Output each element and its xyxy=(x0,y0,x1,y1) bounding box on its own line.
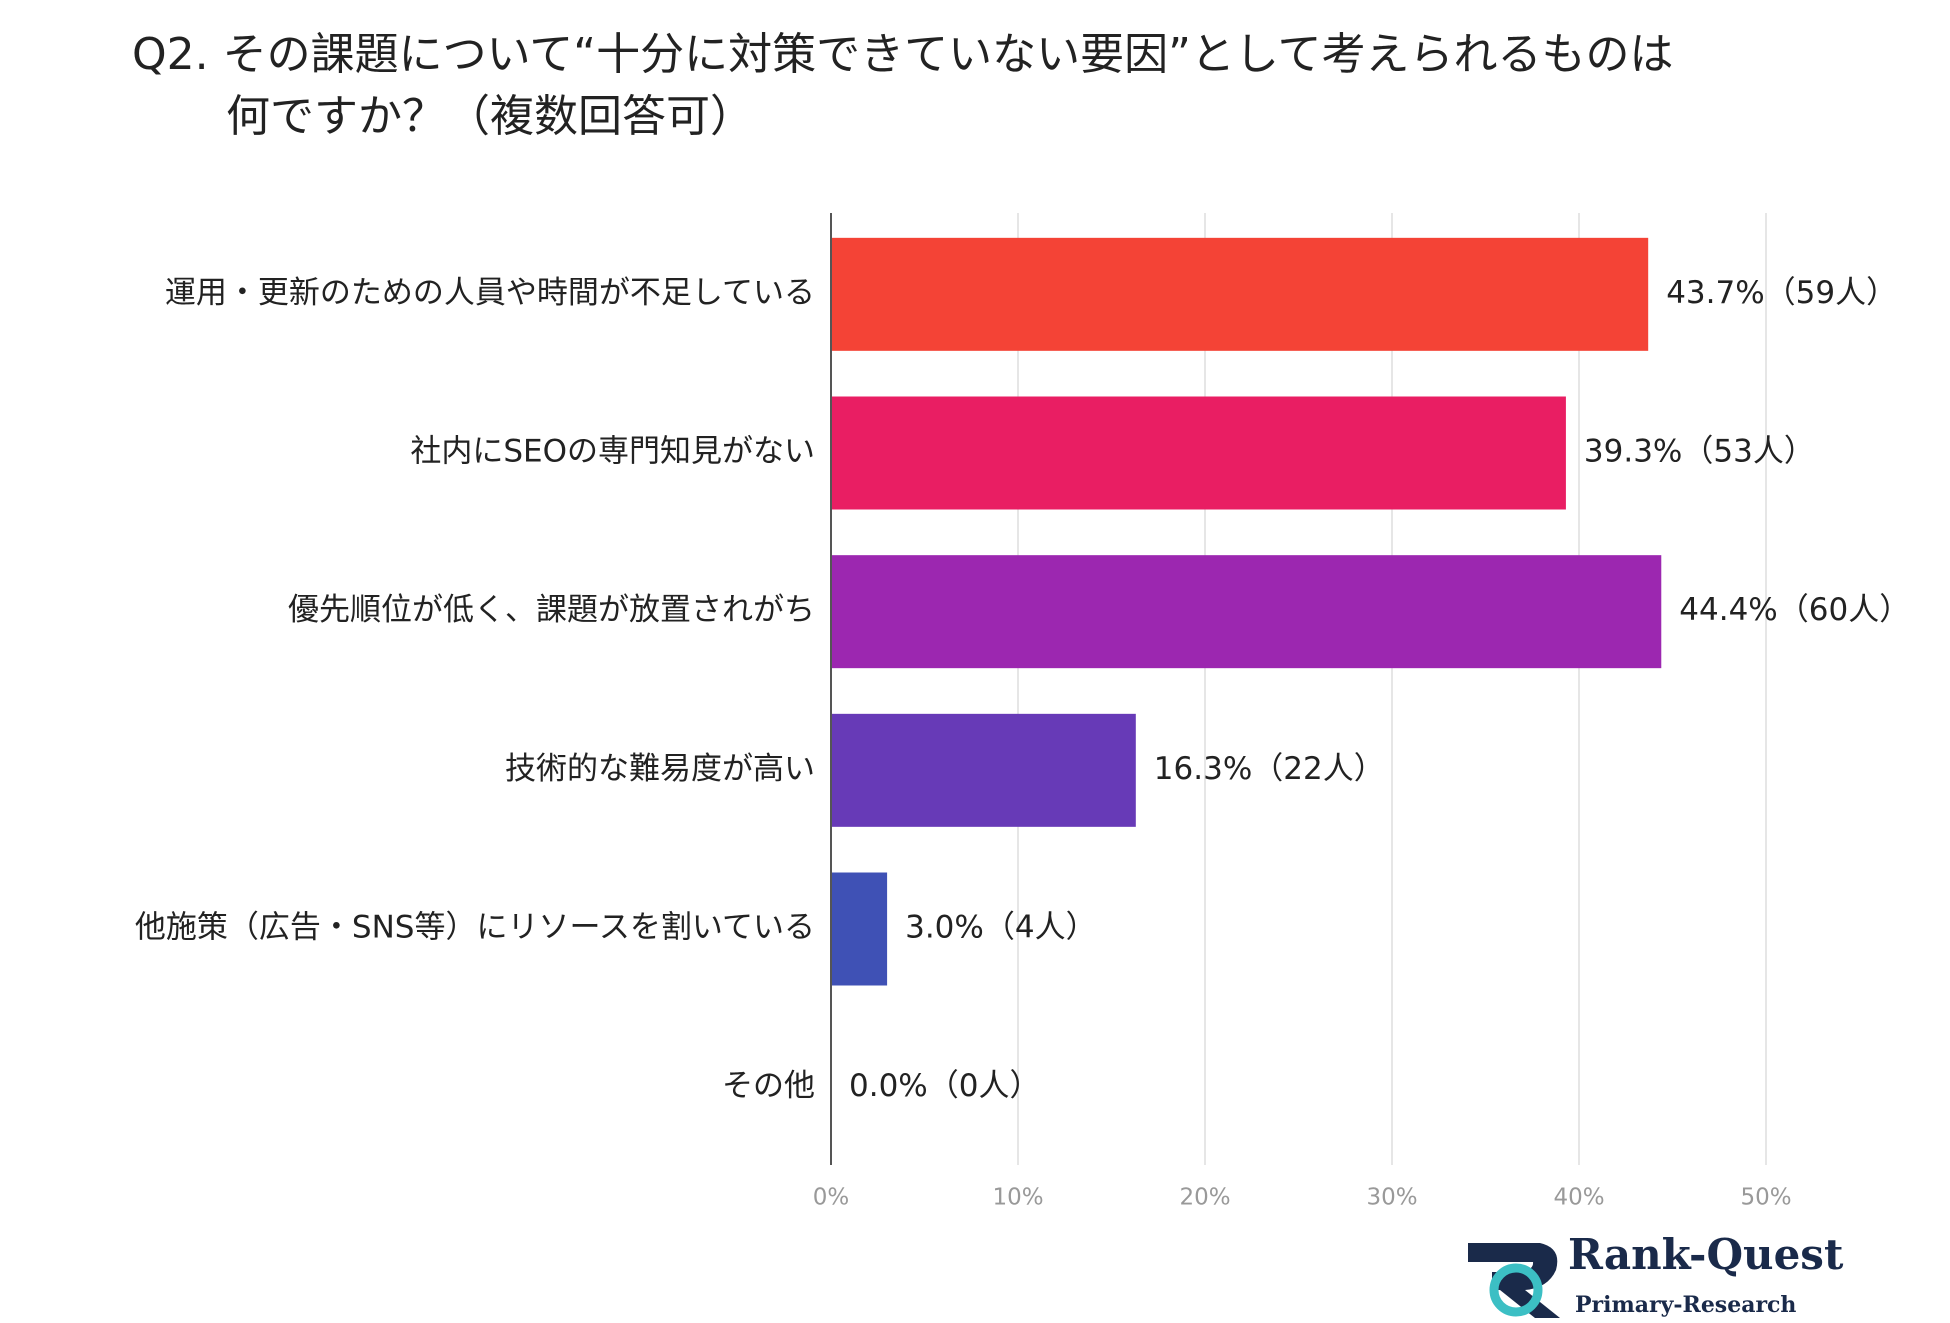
x-tick-label: 10% xyxy=(992,1185,1043,1211)
y-tick-label: 優先順位が低く、課題が放置されがち xyxy=(288,592,815,628)
logo-mark xyxy=(1468,1243,1560,1318)
bar xyxy=(831,237,1649,351)
logo: Rank-Quest Primary-Research xyxy=(1468,1230,1844,1318)
x-tick-label: 30% xyxy=(1366,1185,1417,1211)
value-label: 16.3%（22人） xyxy=(1154,751,1385,787)
bar xyxy=(831,396,1566,510)
y-tick-label: 社内にSEOの専門知見がない xyxy=(410,434,815,470)
logo-mark xyxy=(1489,1263,1543,1317)
y-tick-label: 他施策（広告・SNS等）にリソースを割いている xyxy=(135,910,815,946)
x-tick-label: 0% xyxy=(813,1185,850,1211)
chart-title: 何ですか？（複数回答可） xyxy=(226,91,754,142)
bar xyxy=(831,555,1662,669)
x-tick-label: 40% xyxy=(1553,1185,1604,1211)
logo-name: Rank-Quest xyxy=(1568,1230,1844,1279)
bar xyxy=(831,713,1136,827)
y-tick-label: 技術的な難易度が高い xyxy=(505,751,815,787)
chart-title: Q2. その課題について“十分に対策できていない要因”として考えられるものは xyxy=(132,29,1674,80)
x-tick-label: 20% xyxy=(1179,1185,1230,1211)
y-tick-label: その他 xyxy=(722,1068,815,1104)
y-tick-label: 運用・更新のための人員や時間が不足している xyxy=(165,275,815,311)
value-label: 43.7%（59人） xyxy=(1666,275,1897,311)
value-label: 3.0%（4人） xyxy=(905,910,1096,946)
bar xyxy=(831,872,888,986)
value-label: 44.4%（60人） xyxy=(1679,592,1910,628)
logo-tagline: Primary-Research xyxy=(1575,1292,1796,1318)
value-label: 39.3%（53人） xyxy=(1584,434,1815,470)
value-label: 0.0%（0人） xyxy=(849,1068,1040,1104)
x-tick-label: 50% xyxy=(1740,1185,1791,1211)
